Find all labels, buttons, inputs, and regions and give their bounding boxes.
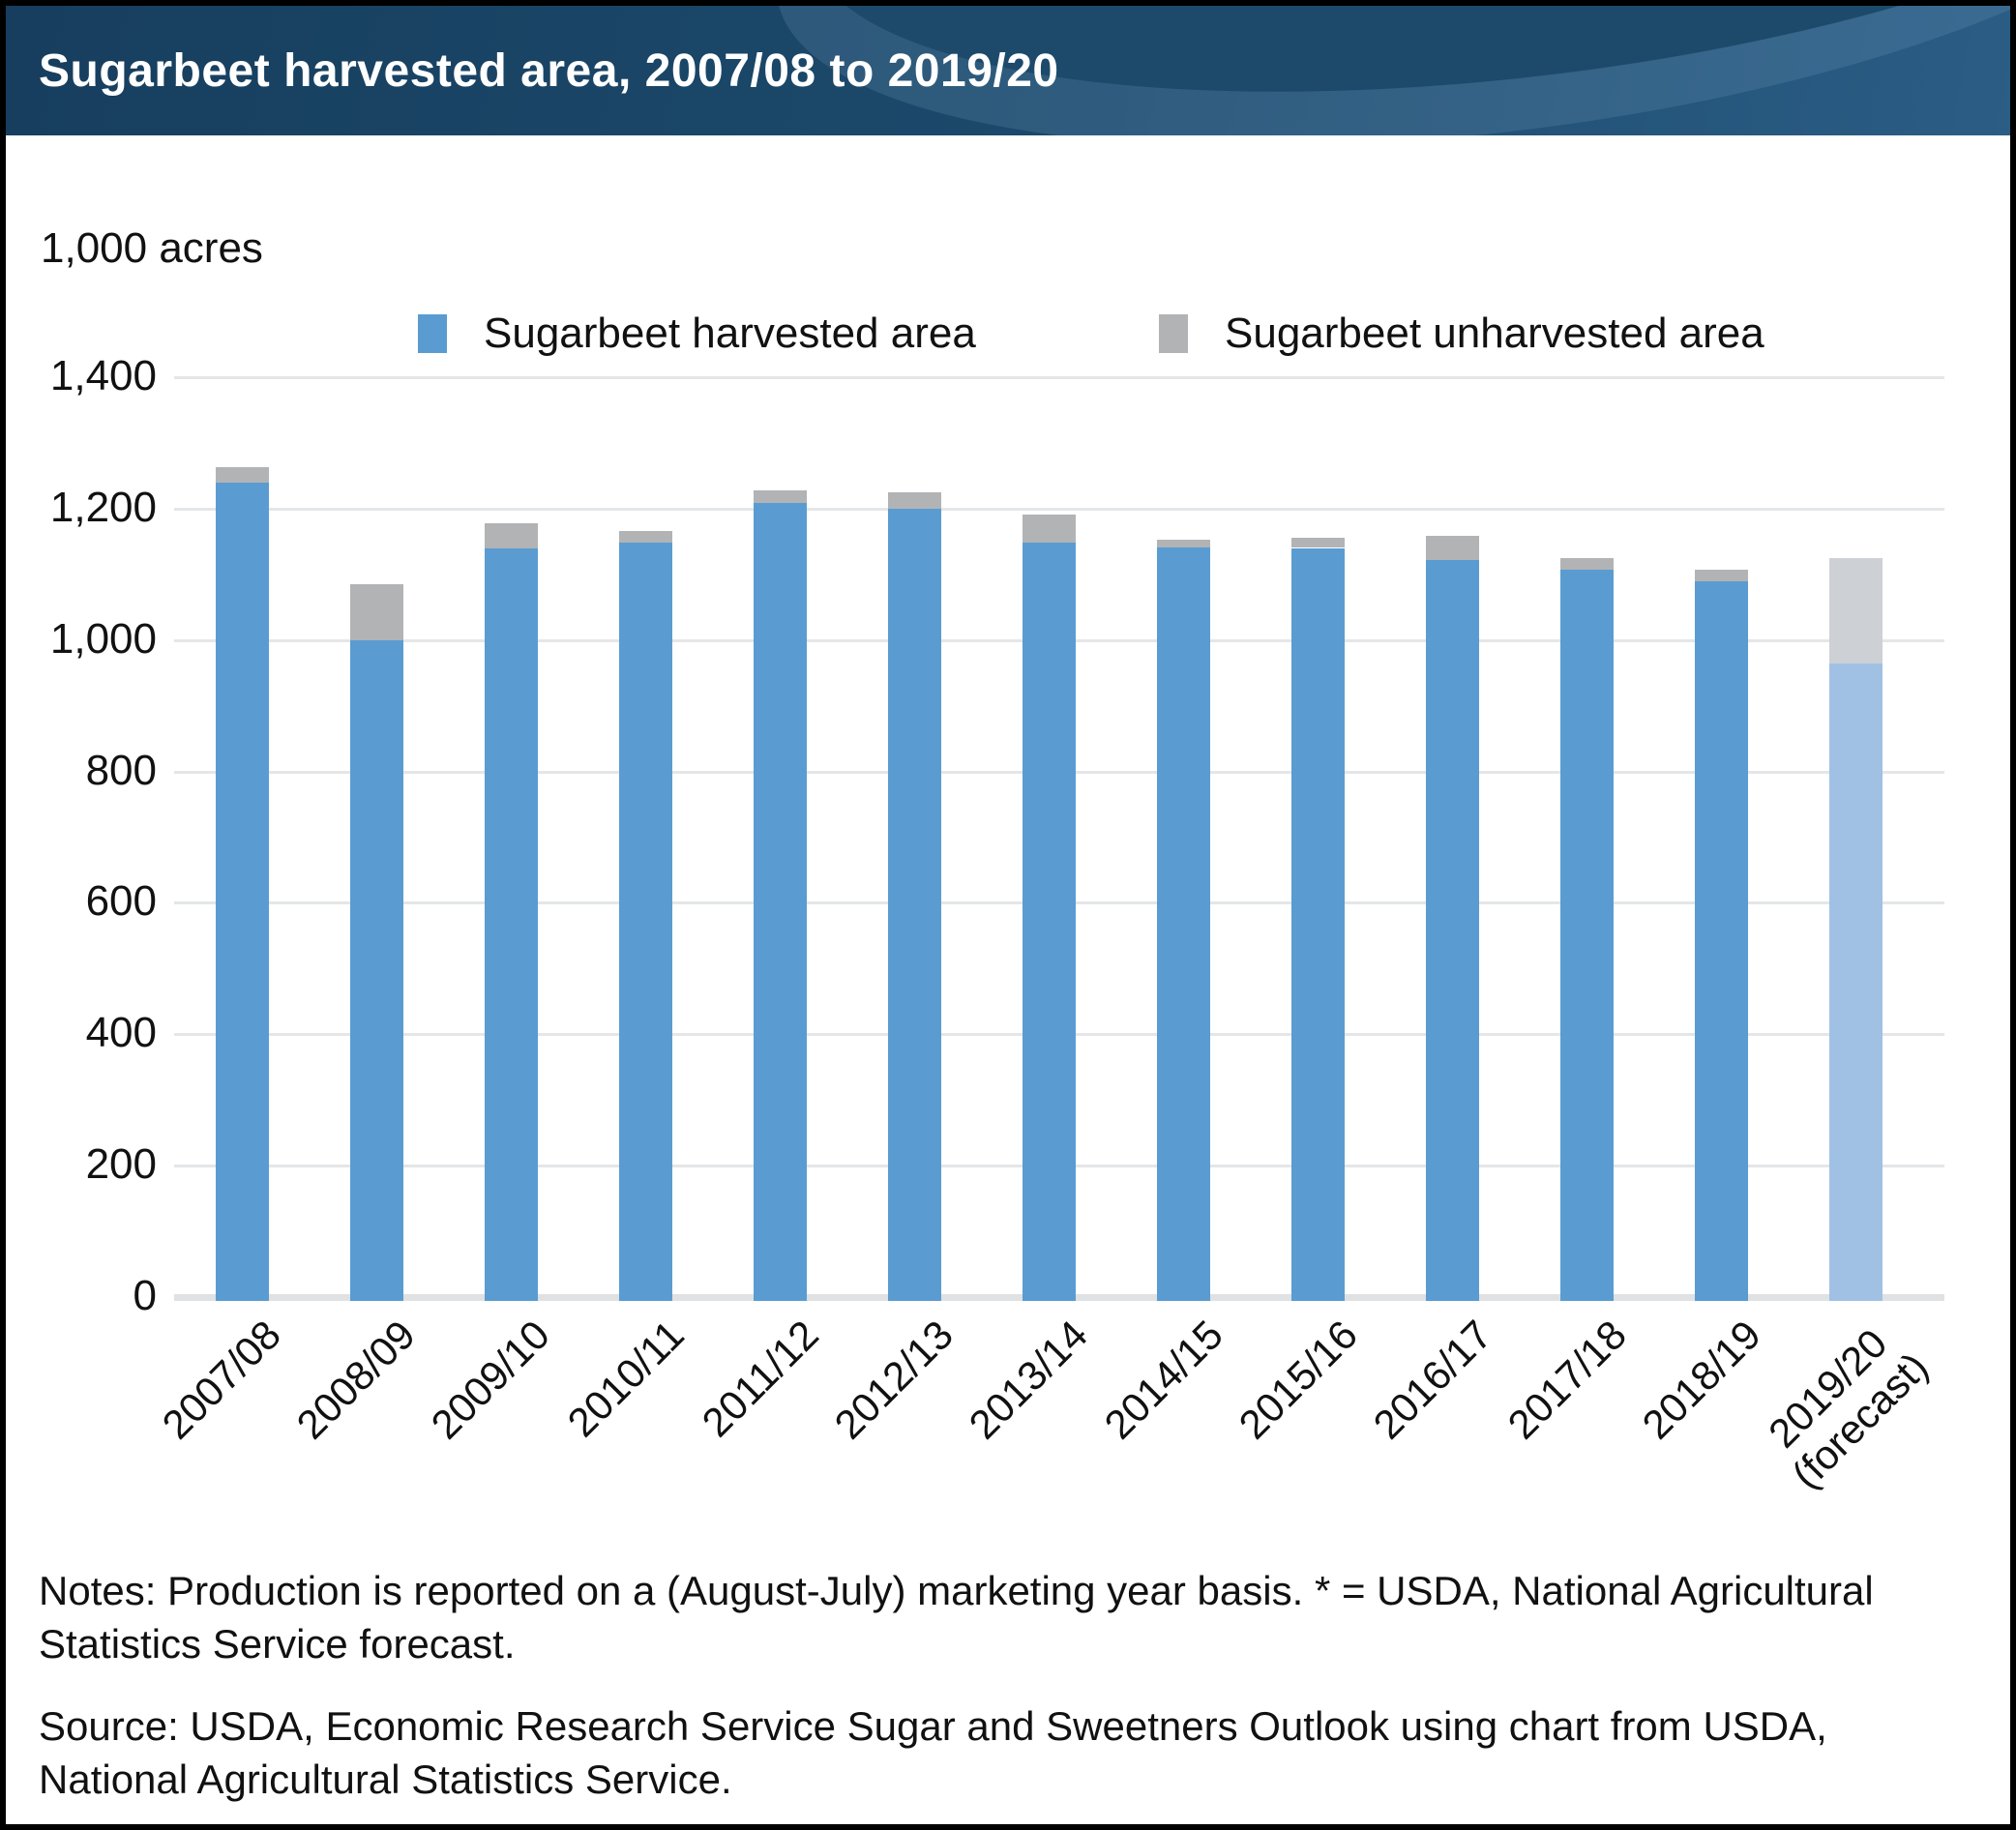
bar-2010-11-harvested (619, 542, 672, 1301)
bar-2013-14-harvested (1023, 542, 1076, 1301)
gridline-1200 (174, 508, 1944, 511)
legend-marker-harvested-icon (418, 314, 447, 353)
x-tick-label-2008-09: 2008/09 (287, 1312, 425, 1448)
bar-2009-10-harvested (485, 548, 538, 1301)
y-tick-label-1000: 1,000 (49, 615, 157, 663)
y-tick-label-200: 200 (85, 1140, 157, 1188)
bar-2014-15-unharvested (1157, 540, 1210, 547)
bar-2013-14-unharvested (1023, 515, 1076, 543)
bar-2014-15-harvested (1157, 547, 1210, 1301)
bar-2009-10-unharvested (485, 523, 538, 548)
bar-2012-13-harvested (888, 509, 941, 1301)
y-axis-unit-label: 1,000 acres (41, 224, 263, 272)
bar-2010-11-unharvested (619, 531, 672, 543)
legend-item-unharvested: Sugarbeet unharvested area (1159, 310, 1764, 358)
bar-2018-19-harvested (1695, 581, 1748, 1301)
bar-2012-13-unharvested (888, 492, 941, 509)
bar-2017-18-unharvested (1560, 558, 1614, 570)
chart-notes: Notes: Production is reported on a (Augu… (39, 1568, 1874, 1667)
bar-2016-17-unharvested (1426, 536, 1479, 560)
legend-label-harvested: Sugarbeet harvested area (484, 310, 976, 357)
x-tick-label-2017-18: 2017/18 (1498, 1312, 1636, 1448)
gridline-1400 (174, 376, 1944, 379)
y-tick-label-1400: 1,400 (49, 352, 157, 399)
bar-2017-18-harvested (1560, 570, 1614, 1301)
x-tick-label-2009-10: 2009/10 (422, 1312, 559, 1448)
x-tick-label-2015-16: 2015/16 (1230, 1312, 1367, 1448)
bar-2015-16-unharvested (1291, 538, 1345, 547)
bar-2007-08-unharvested (216, 467, 269, 483)
x-tick-label-2012-13: 2012/13 (825, 1312, 963, 1448)
y-tick-label-0: 0 (133, 1272, 157, 1319)
bar-2019-20-forecast-harvested (1829, 663, 1883, 1301)
x-tick-label-2016-17: 2016/17 (1364, 1312, 1501, 1448)
x-tick-label-2010-11: 2010/11 (558, 1312, 694, 1446)
bar-2008-09-harvested (350, 640, 403, 1301)
bar-2011-12-unharvested (754, 490, 807, 503)
chart-source: Source: USDA, Economic Research Service … (39, 1703, 1827, 1802)
bar-2018-19-unharvested (1695, 570, 1748, 581)
x-tick-label-2018-19: 2018/19 (1633, 1312, 1770, 1448)
legend-marker-unharvested-icon (1159, 314, 1188, 353)
bar-2016-17-harvested (1426, 560, 1479, 1301)
x-tick-label-2014-15: 2014/15 (1095, 1312, 1232, 1448)
bar-2008-09-unharvested (350, 584, 403, 640)
y-tick-label-1200: 1,200 (49, 484, 157, 531)
y-tick-label-600: 600 (85, 877, 157, 925)
bar-2007-08-harvested (216, 483, 269, 1301)
x-tick-label-2007-08: 2007/08 (153, 1312, 290, 1448)
x-tick-label-2019-20-forecast: 2019/20 (forecast) (1759, 1320, 1937, 1497)
x-tick-label-2013-14: 2013/14 (960, 1312, 1097, 1448)
chart-header-banner: Sugarbeet harvested area, 2007/08 to 201… (6, 6, 2010, 135)
bar-2011-12-harvested (754, 503, 807, 1301)
x-tick-label-2011-12: 2011/12 (693, 1312, 828, 1446)
y-tick-label-800: 800 (85, 747, 157, 794)
chart-title: Sugarbeet harvested area, 2007/08 to 201… (39, 44, 1059, 97)
x-tick-label-2019-20-forecast-line2: (forecast) (1782, 1343, 1937, 1497)
legend-item-harvested: Sugarbeet harvested area (418, 310, 976, 358)
bar-2015-16-harvested (1291, 548, 1345, 1301)
bar-2019-20-forecast-unharvested (1829, 558, 1883, 664)
legend-label-unharvested: Sugarbeet unharvested area (1225, 310, 1764, 357)
y-tick-label-400: 400 (85, 1009, 157, 1056)
